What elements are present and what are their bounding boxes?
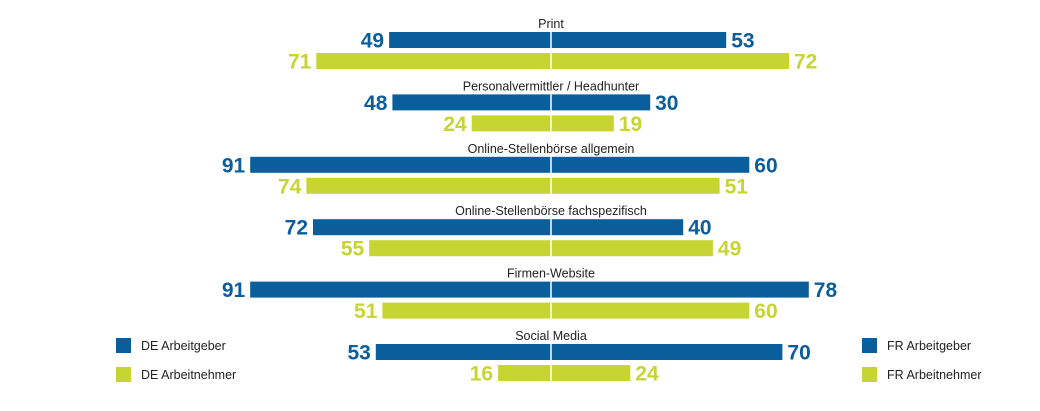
bar	[375, 344, 551, 360]
value-label: 19	[619, 113, 642, 136]
value-label: 72	[794, 51, 817, 74]
bar	[551, 281, 809, 298]
bar	[392, 94, 551, 111]
bar	[498, 365, 551, 381]
bar	[551, 156, 750, 173]
value-label: 91	[222, 154, 246, 177]
category-group: Online-Stellenbörse allgemein 91 60 74 51	[222, 142, 778, 199]
bar	[389, 32, 551, 48]
category-label: Online-Stellenbörse fachspezifisch	[455, 204, 647, 218]
bar	[551, 344, 783, 360]
bar	[551, 94, 651, 111]
value-label: 51	[354, 300, 378, 323]
category-group: Social Media 53 70 16 24	[347, 329, 810, 386]
bar	[551, 53, 789, 69]
bar	[306, 177, 551, 194]
bar	[382, 302, 551, 319]
category-label: Firmen-Website	[507, 267, 595, 281]
bar	[250, 281, 551, 298]
value-label: 70	[787, 342, 810, 365]
value-label: 60	[754, 300, 777, 323]
value-label: 24	[635, 363, 659, 386]
value-label: 16	[470, 363, 493, 386]
value-label: 24	[443, 113, 467, 136]
bar	[471, 115, 551, 132]
category-group: Firmen-Website 91 78 51 60	[222, 267, 838, 324]
value-label: 51	[725, 175, 749, 198]
value-label: 78	[814, 279, 838, 302]
bar	[369, 240, 551, 257]
category-group: Print 49 53 71 72	[288, 17, 817, 74]
chart-groups: Print 49 53 71 72 Personalvermittler / Headhu…	[222, 17, 838, 386]
bar	[551, 240, 713, 257]
category-label: Social Media	[515, 329, 587, 343]
legend-label: DE Arbeitgeber	[141, 339, 226, 353]
value-label: 49	[718, 238, 741, 261]
legend-label: FR Arbeitgeber	[887, 339, 971, 353]
bar	[551, 115, 614, 132]
value-label: 72	[285, 217, 308, 240]
category-label: Personalvermittler / Headhunter	[463, 79, 639, 93]
bar	[551, 32, 727, 48]
value-label: 91	[222, 279, 246, 302]
value-label: 53	[347, 342, 370, 365]
bar	[551, 302, 750, 319]
bar	[551, 177, 720, 194]
value-label: 49	[361, 30, 384, 53]
legend-swatch	[116, 338, 131, 353]
bar	[250, 156, 551, 173]
value-label: 60	[754, 154, 777, 177]
legend-swatch	[862, 367, 877, 382]
legend-swatch	[862, 338, 877, 353]
legend: DE Arbeitgeber DE Arbeitnehmer FR Arbeitge…	[116, 338, 981, 382]
value-label: 53	[731, 30, 754, 53]
legend-label: DE Arbeitnehmer	[141, 368, 236, 382]
bar	[316, 53, 551, 69]
bar	[551, 219, 684, 236]
value-label: 71	[288, 51, 312, 74]
legend-swatch	[116, 367, 131, 382]
bar	[313, 219, 551, 236]
value-label: 48	[364, 92, 388, 115]
bar	[551, 365, 631, 381]
legend-label: FR Arbeitnehmer	[887, 368, 981, 382]
value-label: 74	[278, 175, 302, 198]
value-label: 40	[688, 217, 711, 240]
category-label: Print	[538, 17, 564, 31]
value-label: 55	[341, 238, 365, 261]
category-label: Online-Stellenbörse allgemein	[468, 142, 635, 156]
value-label: 30	[655, 92, 678, 115]
category-group: Online-Stellenbörse fachspezifisch 72 40 55…	[285, 204, 742, 261]
category-group: Personalvermittler / Headhunter 48 30 24 19	[364, 79, 678, 135]
